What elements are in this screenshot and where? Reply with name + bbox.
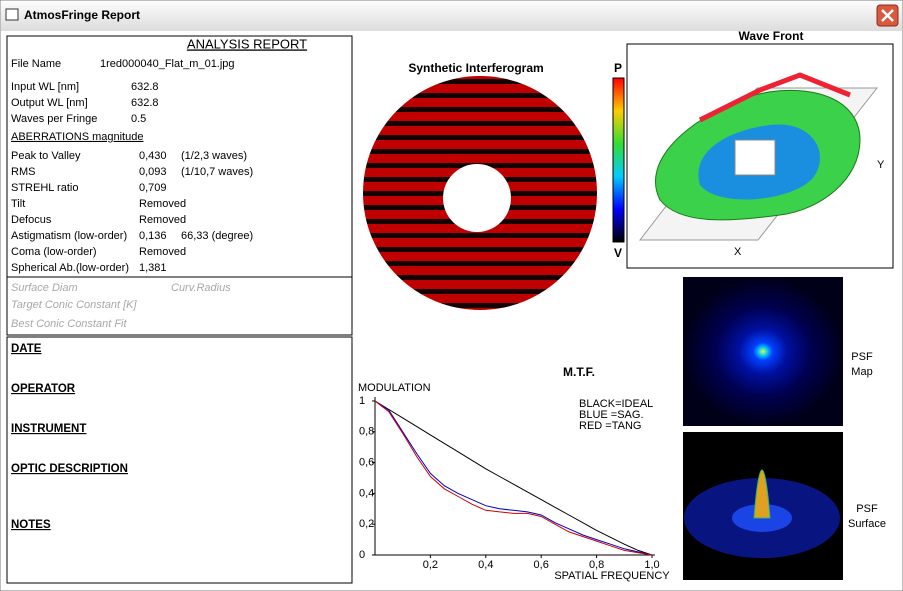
report-box <box>6 35 353 336</box>
x-tick-label: 1,0 <box>644 559 659 571</box>
gray-field: Curv.Radius <box>171 282 231 294</box>
field-label: STREHL ratio <box>11 182 78 194</box>
field-label: Input WL [nm] <box>11 81 79 93</box>
field-value: Removed <box>139 246 186 258</box>
y-tick-label: 0,2 <box>359 518 374 530</box>
x-tick-label: 0,4 <box>478 559 493 571</box>
field-value: Removed <box>139 214 186 226</box>
mtf-line <box>374 400 653 556</box>
psf-map <box>683 277 843 426</box>
field-note: 66,33 (degree) <box>181 230 253 242</box>
x-tick-label: 0,8 <box>589 559 604 571</box>
center-hole <box>443 164 511 232</box>
field-label: Astigmatism (low-order) <box>11 230 127 242</box>
axis-label: Y <box>877 159 885 171</box>
mtf-line <box>374 400 653 556</box>
field-label: Defocus <box>11 214 52 226</box>
field-note: (1/10,7 waves) <box>181 166 253 178</box>
x-axis-label: SPATIAL FREQUENCY <box>554 570 670 582</box>
panel-title: Wave Front <box>739 29 804 43</box>
window-title: AtmosFringe Report <box>24 8 140 22</box>
axis-label: X <box>734 246 742 258</box>
y-tick-label: 0,6 <box>359 457 374 469</box>
field-value: 0,093 <box>139 166 167 178</box>
colorbar <box>612 77 625 243</box>
section-heading: ABERRATIONS magnitude <box>11 131 143 143</box>
field-value: 1,381 <box>139 262 167 274</box>
info-heading: DATE <box>11 343 42 355</box>
psf-label: Surface <box>848 518 886 530</box>
close-icon <box>881 9 894 22</box>
field-label: Waves per Fringe <box>11 113 97 125</box>
gray-field: Surface Diam <box>11 282 78 294</box>
psf-label: PSF <box>856 503 878 515</box>
psf-peak <box>753 469 771 519</box>
field-value: 0.5 <box>131 113 146 125</box>
y-tick-label: 0,8 <box>359 426 374 438</box>
y-tick-label: 0,4 <box>359 487 374 499</box>
colorbar-bottom: V <box>614 246 622 260</box>
info-heading: INSTRUMENT <box>11 423 86 435</box>
field-label: Spherical Ab.(low-order) <box>11 262 129 274</box>
field-value: 632.8 <box>131 97 159 109</box>
psf-label: PSF <box>851 351 873 363</box>
field-label: Output WL [nm] <box>11 97 88 109</box>
field-value: Removed <box>139 198 186 210</box>
field-value: 0,709 <box>139 182 167 194</box>
gray-field: Best Conic Constant Fit <box>11 318 127 330</box>
window-icon <box>5 8 19 21</box>
psf-label: Map <box>851 366 872 378</box>
legend-entry: BLUE =SAG. <box>579 409 644 421</box>
field-label: RMS <box>11 166 35 178</box>
panel-title: Synthetic Interferogram <box>408 61 543 75</box>
field-value: 1red000040_Flat_m_01.jpg <box>100 58 235 70</box>
y-tick-label: 1 <box>359 395 365 407</box>
field-label: File Name <box>11 58 61 70</box>
field-note: (1/2,3 waves) <box>181 150 247 162</box>
gray-field: Target Conic Constant [K] <box>11 299 137 311</box>
wavefront-hole <box>734 139 776 176</box>
x-tick-label: 0,6 <box>534 559 549 571</box>
wavefront-rim <box>698 72 851 123</box>
field-value: 0,430 <box>139 150 167 162</box>
mtf-line <box>374 400 653 556</box>
legend-entry: BLACK=IDEAL <box>579 398 653 410</box>
x-tick-label: 0,2 <box>423 559 438 571</box>
y-tick-label: 0 <box>359 549 365 561</box>
info-heading: OPTIC DESCRIPTION <box>11 463 128 475</box>
field-label: Peak to Valley <box>11 150 81 162</box>
legend-entry: RED =TANG <box>579 420 641 432</box>
report-title: ANALYSIS REPORT <box>187 36 307 51</box>
y-axis-label: MODULATION <box>358 382 431 394</box>
info-box <box>6 336 353 584</box>
title-bar <box>1 1 902 31</box>
colorbar-top: P <box>614 61 622 75</box>
field-value: 632.8 <box>131 81 159 93</box>
field-label: Tilt <box>11 198 25 210</box>
chart-title: M.T.F. <box>563 365 595 379</box>
info-heading: NOTES <box>11 519 51 531</box>
field-value: 0,136 <box>139 230 167 242</box>
rows: Input WL [nm] 632.8 Output WL [nm] 632.8 Wav… <box>11 81 253 531</box>
info-heading: OPERATOR <box>11 383 76 395</box>
field-label: Coma (low-order) <box>11 246 97 258</box>
